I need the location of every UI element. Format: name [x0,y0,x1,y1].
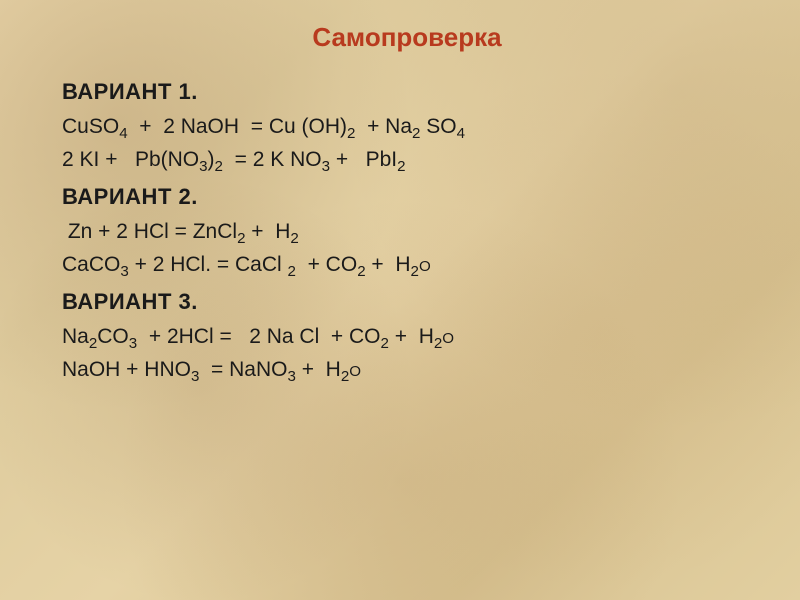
variant-block: ВАРИАНТ 3. Na2CO3 + 2HCl = 2 Na Cl + CO2… [62,289,752,386]
variant-label: ВАРИАНТ 1. [62,79,752,105]
variant-block: ВАРИАНТ 1. CuSO4 + 2 NaOH = Cu (OH)2 + N… [62,79,752,176]
variant-label: ВАРИАНТ 3. [62,289,752,315]
page-title: Самопроверка [62,22,752,53]
equation: 2 KI + Pb(NO3)2 = 2 K NO3 + PbI2 [62,144,752,177]
equation: NaOH + HNO3 = NaNO3 + H2O [62,354,752,387]
variant-block: ВАРИАНТ 2. Zn + 2 HCl = ZnCl2 + H2 CaCO3… [62,184,752,281]
equation: CuSO4 + 2 NaOH = Cu (OH)2 + Na2 SO4 [62,111,752,144]
equation: Zn + 2 HCl = ZnCl2 + H2 [62,216,752,249]
equation: CaCO3 + 2 HCl. = CaCl 2 + CO2 + H2O [62,249,752,282]
variant-label: ВАРИАНТ 2. [62,184,752,210]
equation: Na2CO3 + 2HCl = 2 Na Cl + CO2 + H2O [62,321,752,354]
